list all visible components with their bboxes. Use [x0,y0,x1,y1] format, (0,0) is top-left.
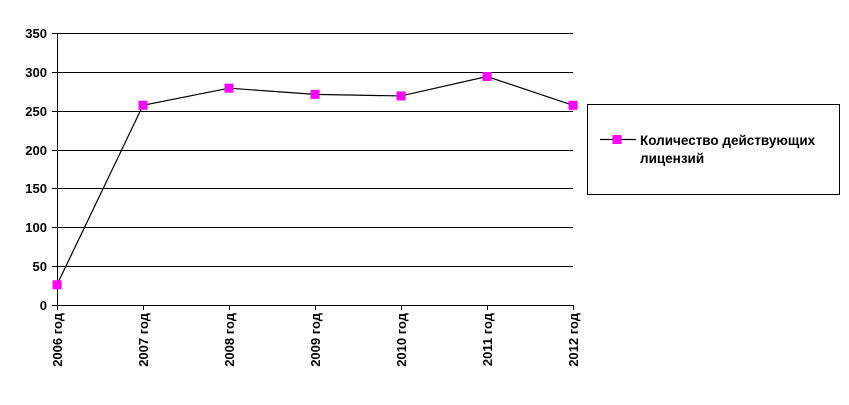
series-line [56,75,574,286]
axes [52,33,574,310]
y-tick-label: 50 [33,259,47,274]
x-tick-labels: 2006 год 2007 год 2008 год 2009 год 2010 год… [50,312,581,367]
y-tick-label: 150 [25,181,47,196]
legend-label: Количество действующих [640,133,816,148]
data-point [310,89,320,99]
data-point [224,83,234,93]
y-tick-label: 350 [25,26,47,41]
gridlines [57,33,573,267]
legend-marker-sample [612,135,622,144]
series [52,72,578,290]
data-point [52,280,62,290]
x-tick-label: 2006 год [50,312,65,367]
x-tick-label: 2008 год [222,312,237,367]
legend-box [587,104,840,195]
x-tick-label: 2010 год [394,312,409,367]
data-point [568,100,578,110]
y-tick-label: 200 [25,143,47,158]
x-tick-label: 2007 год [136,312,151,367]
y-tick-label: 100 [25,220,47,235]
legend-label: лицензий [640,151,704,166]
y-tick-label: 0 [40,298,47,313]
y-tick-label: 300 [25,65,47,80]
data-point [396,91,406,101]
y-tick-labels: 0 50 100 150 200 250 300 350 [25,26,47,313]
legend: Количество действующих лицензий [587,104,840,195]
data-point [482,72,492,82]
x-tick-label: 2009 год [308,312,323,367]
y-tick-label: 250 [25,104,47,119]
x-tick-label: 2011 год [480,312,495,366]
x-tick-label: 2012 год [566,312,581,367]
data-point [138,100,148,110]
